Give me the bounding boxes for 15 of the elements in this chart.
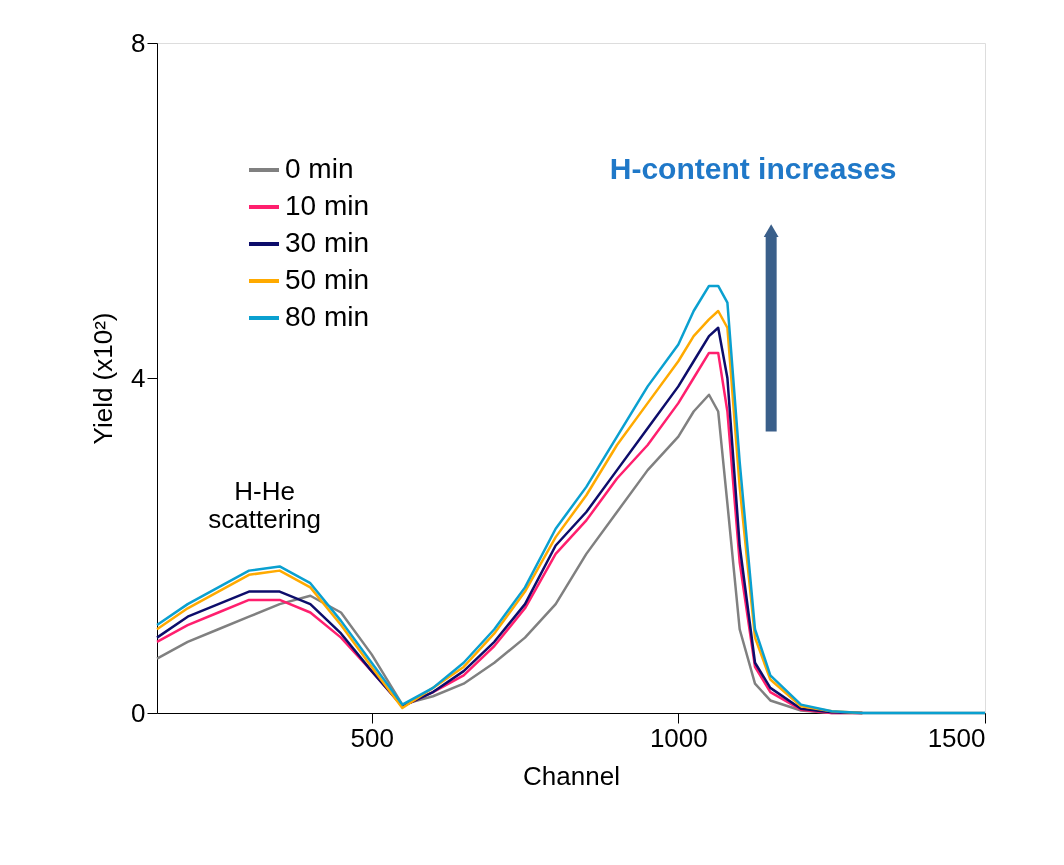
y-tick-label: 0 [131,697,146,728]
y-tick-label: 4 [131,362,146,393]
x-tick-label: 1500 [927,722,986,753]
legend-label: 80 min [285,301,370,332]
annotation: H-content increases [609,152,897,186]
legend-label: 10 min [285,190,370,221]
x-tick-label: 1000 [649,722,708,753]
legend-label: 0 min [285,153,354,184]
x-axis-title: Channel [523,760,620,791]
legend-label: 50 min [285,264,370,295]
legend-label: 30 min [285,227,370,258]
y-tick-label: 8 [131,27,146,58]
annotation: H-He scattering [208,475,322,534]
x-tick-label: 500 [350,722,394,753]
y-axis-title: Yield (x10²) [88,312,119,445]
